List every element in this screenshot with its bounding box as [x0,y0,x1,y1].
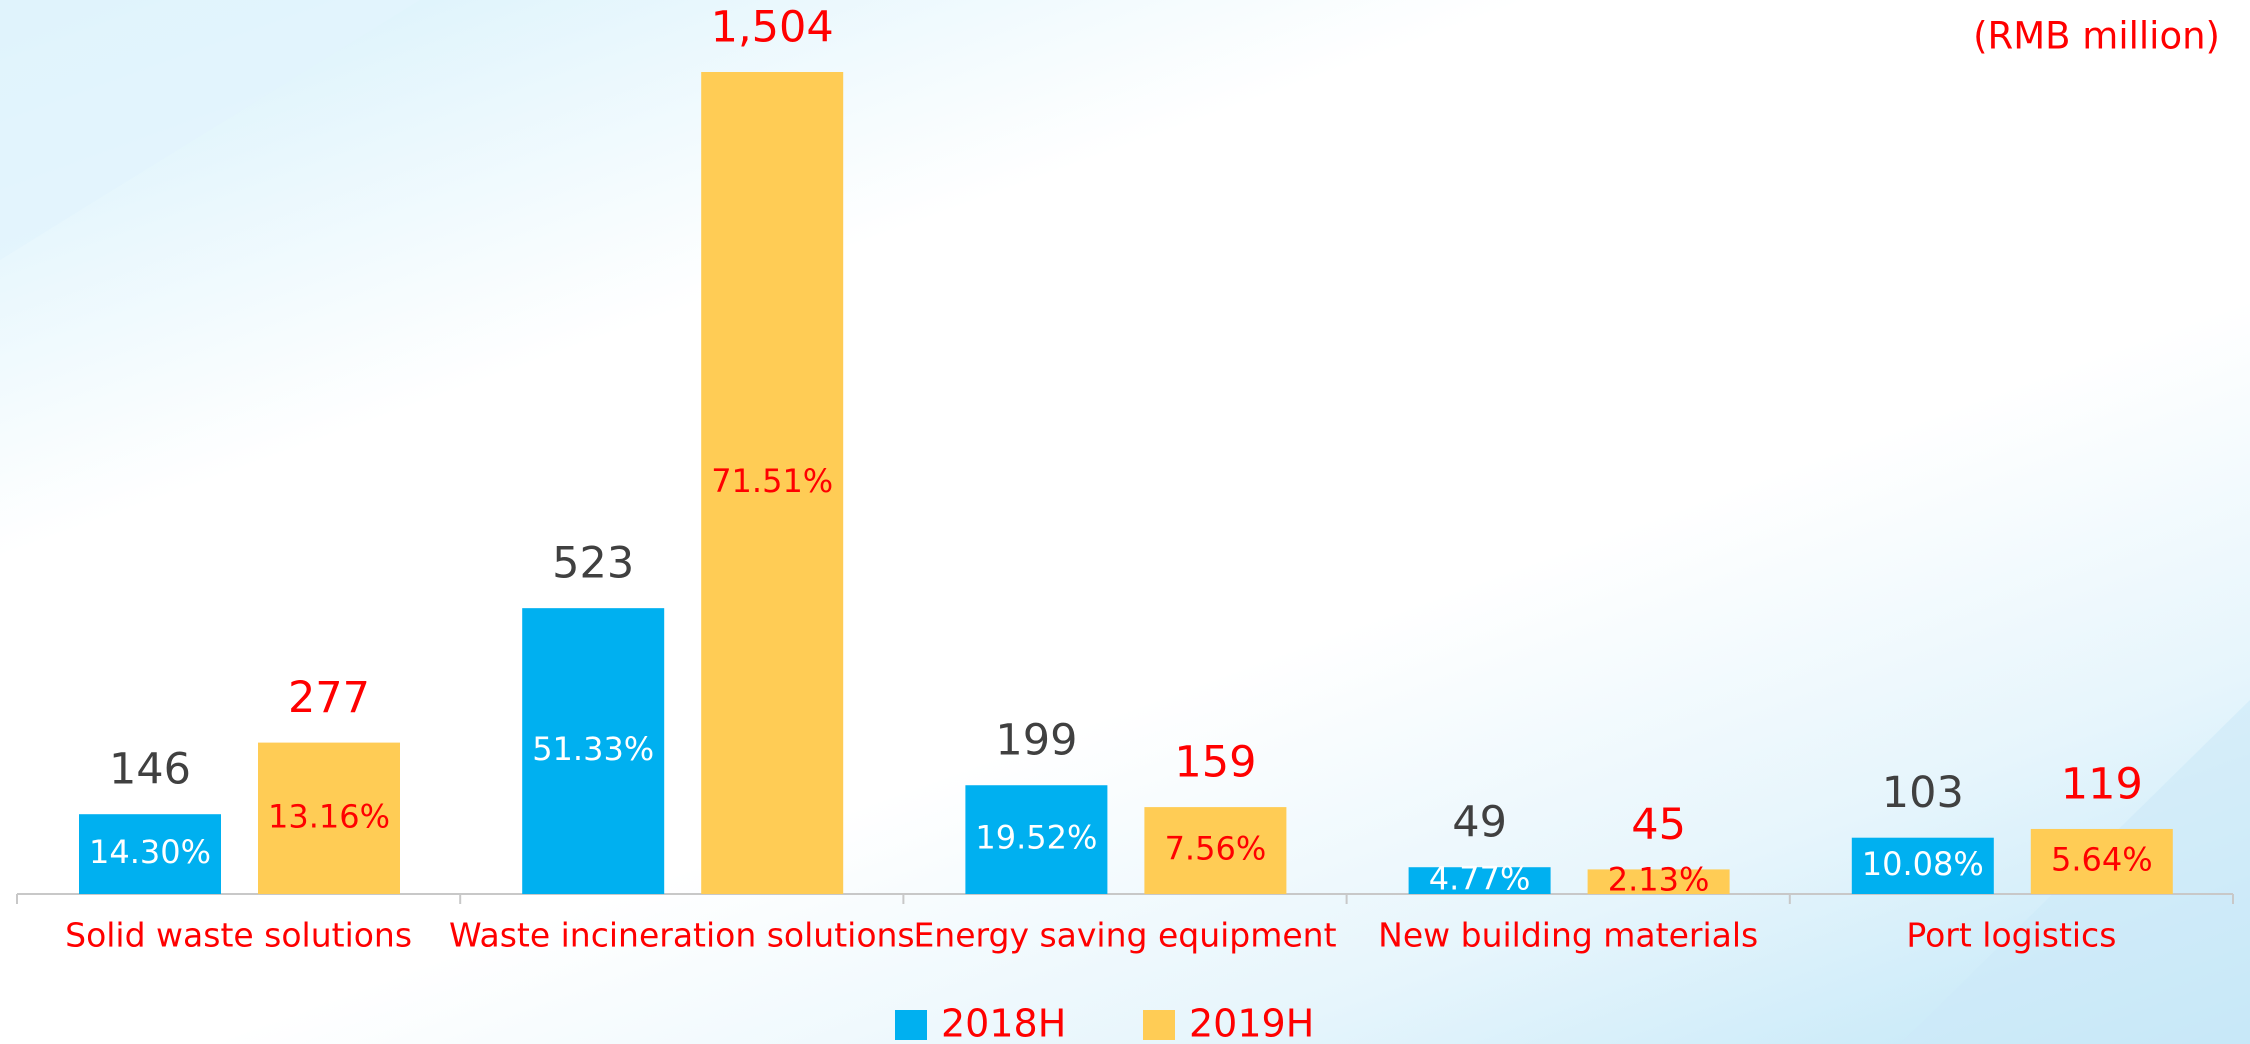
share-label: 5.64% [2051,840,2153,878]
share-label: 7.56% [1165,830,1267,868]
background-shape [0,0,420,260]
share-label: 4.77% [1429,860,1531,898]
value-label: 45 [1631,800,1686,850]
x-tick-label: New building materials [1378,916,1758,955]
bar [1144,807,1287,894]
bar [701,72,844,894]
unit-label: (RMB million) [1973,15,2220,58]
share-label: 2.13% [1608,861,1710,899]
legend-swatch [895,1010,927,1040]
x-tick-label: Solid waste solutions [65,916,412,955]
share-label: 51.33% [532,730,654,768]
value-label: 49 [1452,798,1507,848]
value-label: 146 [109,745,191,795]
value-label: 159 [1174,738,1256,788]
x-tick-label: Energy saving equipment [913,916,1336,955]
value-label: 103 [1882,768,1964,818]
bar [2030,828,2173,894]
legend-label: 2019H [1189,1002,1314,1044]
value-label: 1,504 [711,3,834,53]
bar [1587,869,1730,894]
legend-swatch [1143,1010,1175,1040]
bar [965,785,1108,894]
legend-label: 2018H [941,1002,1066,1044]
share-label: 13.16% [268,797,390,835]
x-tick-label: Waste incineration solutions [449,916,915,955]
bar [1851,837,1994,894]
bar [258,742,400,894]
x-tick-label: Port logistics [1906,916,2116,955]
share-label: 10.08% [1862,845,1984,883]
bar [522,608,665,894]
share-label: 71.51% [711,462,833,500]
bar [79,814,221,894]
value-label: 119 [2061,759,2143,809]
share-label: 14.30% [89,833,211,871]
value-label: 523 [552,539,634,589]
value-label: 277 [288,673,370,723]
share-label: 19.52% [975,819,1097,857]
bar [1408,867,1551,894]
value-label: 199 [995,716,1077,766]
